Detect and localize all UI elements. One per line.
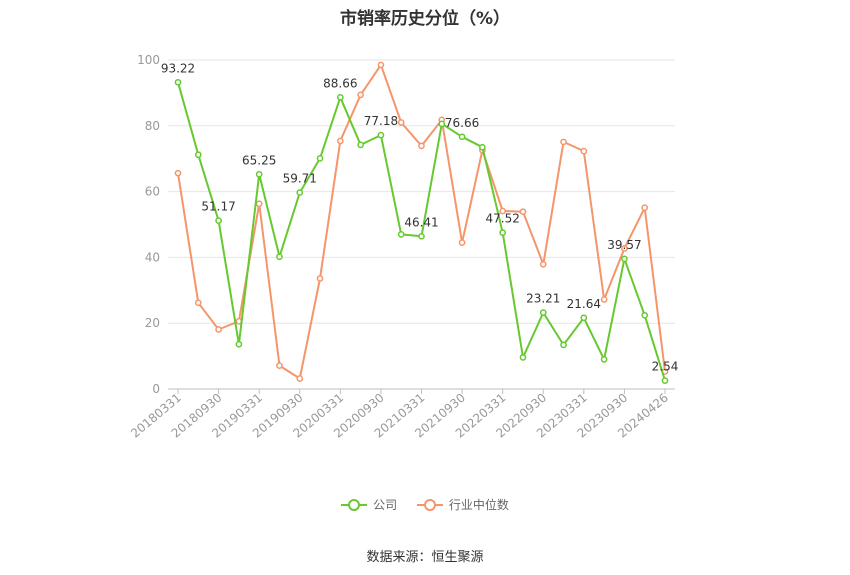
data-label: 46.41 — [404, 215, 438, 229]
legend-swatch-company — [341, 498, 368, 511]
data-label: 21.64 — [567, 297, 601, 311]
label-layer: 93.22 51.17 65.25 59.71 88.66 77.18 46.41 76.66… — [161, 61, 679, 373]
y-tick-label: 0 — [152, 382, 160, 396]
data-point-company[interactable] — [661, 377, 669, 384]
data-point-company[interactable] — [357, 141, 364, 149]
data-point-company[interactable] — [479, 143, 486, 151]
data-label: 59.71 — [283, 172, 317, 186]
data-point-company[interactable] — [336, 93, 344, 101]
data-point-company[interactable] — [519, 354, 527, 361]
data-point-company[interactable] — [235, 340, 243, 348]
data-point-industry-median[interactable] — [560, 138, 567, 146]
data-label: 39.57 — [607, 238, 641, 252]
data-point-industry-median[interactable] — [458, 239, 466, 246]
data-point-company[interactable] — [560, 341, 567, 349]
data-label: 51.17 — [201, 200, 235, 214]
data-point-industry-median[interactable] — [255, 200, 263, 208]
data-point-industry-median[interactable] — [418, 142, 425, 150]
data-point-company[interactable] — [499, 229, 507, 237]
data-point-industry-median[interactable] — [316, 275, 324, 282]
data-point-company[interactable] — [458, 133, 466, 141]
data-label: 2.54 — [652, 360, 679, 374]
data-point-industry-median[interactable] — [580, 147, 588, 155]
data-point-industry-median[interactable] — [357, 91, 364, 99]
y-tick-label: 100 — [137, 53, 160, 67]
y-tick-label: 20 — [145, 316, 160, 330]
data-point-industry-median[interactable] — [296, 375, 304, 382]
series-line-company — [177, 82, 666, 381]
data-point-industry-median[interactable] — [600, 296, 608, 303]
legend-item-industry-median[interactable]: 行业中位数 — [416, 496, 509, 513]
legend: 公司 行业中位数 — [0, 496, 850, 514]
data-point-company[interactable] — [418, 232, 425, 240]
data-point-company[interactable] — [255, 170, 263, 178]
data-point-industry-median[interactable] — [397, 119, 405, 126]
data-point-company[interactable] — [174, 78, 182, 86]
data-point-industry-median[interactable] — [194, 299, 202, 307]
data-label: 93.22 — [161, 61, 195, 75]
data-point-company[interactable] — [438, 120, 446, 128]
data-label: 77.18 — [364, 114, 398, 128]
data-point-company[interactable] — [296, 189, 304, 196]
data-point-company[interactable] — [539, 309, 547, 316]
legend-swatch-industry-median — [416, 498, 443, 511]
data-point-company[interactable] — [194, 151, 202, 159]
y-tick-label: 40 — [145, 250, 160, 264]
legend-item-company[interactable]: 公司 — [341, 496, 397, 513]
data-point-industry-median[interactable] — [377, 61, 385, 69]
data-label: 23.21 — [526, 292, 560, 306]
data-point-company[interactable] — [600, 356, 608, 363]
data-point-industry-median[interactable] — [215, 326, 222, 333]
legend-label-company: 公司 — [373, 498, 398, 512]
data-point-industry-median[interactable] — [519, 208, 527, 216]
data-point-industry-median[interactable] — [621, 245, 628, 252]
data-point-industry-median[interactable] — [539, 260, 547, 268]
data-point-company[interactable] — [397, 231, 405, 238]
data-point-company[interactable] — [276, 253, 283, 261]
source-note: 数据来源：恒生聚源 — [366, 550, 484, 565]
series-layer — [174, 61, 669, 384]
data-point-industry-median[interactable] — [276, 362, 283, 369]
data-point-company[interactable] — [580, 314, 588, 322]
data-point-company[interactable] — [641, 311, 649, 319]
data-label: 88.66 — [323, 76, 357, 90]
data-point-industry-median[interactable] — [499, 207, 507, 215]
data-point-industry-median[interactable] — [336, 137, 344, 145]
data-label: 76.66 — [445, 116, 479, 130]
data-label: 65.25 — [242, 153, 276, 167]
data-point-company[interactable] — [316, 155, 324, 162]
axis-layer: 0204060801002018033120180930201903312019… — [128, 53, 671, 441]
data-point-company[interactable] — [215, 217, 222, 225]
data-point-company[interactable] — [377, 131, 385, 139]
legend-label-industry-median: 行业中位数 — [448, 498, 509, 512]
y-tick-label: 60 — [145, 185, 160, 199]
data-label: 47.52 — [485, 212, 519, 226]
chart-title: 市销率历史分位（%） — [339, 9, 511, 29]
y-tick-label: 80 — [145, 119, 160, 133]
data-point-company[interactable] — [621, 255, 628, 263]
data-point-industry-median[interactable] — [174, 169, 182, 177]
data-point-industry-median[interactable] — [641, 204, 649, 212]
